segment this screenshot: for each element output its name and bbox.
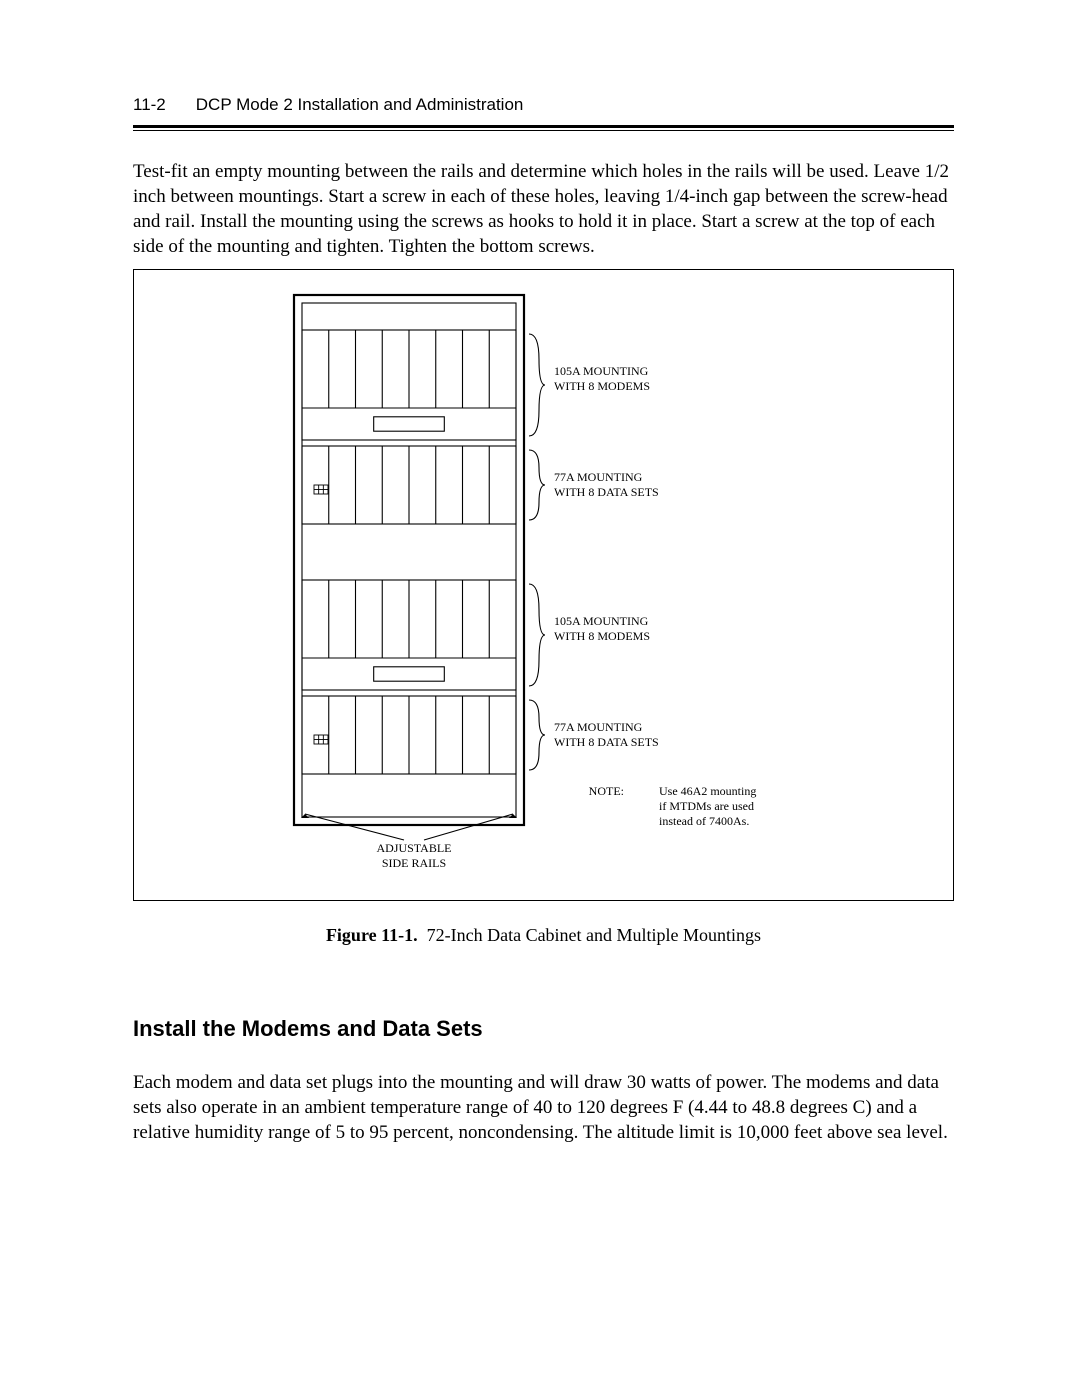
svg-text:105A MOUNTING: 105A MOUNTING [554,364,649,378]
svg-text:105A MOUNTING: 105A MOUNTING [554,614,649,628]
svg-text:NOTE:: NOTE: [588,784,623,798]
figure-caption-text: 72-Inch Data Cabinet and Multiple Mounti… [427,925,761,945]
running-header: 11-2 DCP Mode 2 Installation and Adminis… [133,95,954,115]
intro-paragraph: Test-fit an empty mounting between the r… [133,159,954,259]
svg-text:WITH 8 DATA SETS: WITH 8 DATA SETS [554,735,659,749]
figure-frame: 105A MOUNTINGWITH 8 MODEMS77A MOUNTINGWI… [133,269,954,901]
svg-text:SIDE RAILS: SIDE RAILS [381,856,445,870]
svg-text:77A MOUNTING: 77A MOUNTING [554,470,643,484]
figure-caption-prefix: Figure 11-1. [326,925,418,945]
svg-text:if MTDMs are used: if MTDMs are used [659,799,754,813]
svg-text:77A MOUNTING: 77A MOUNTING [554,720,643,734]
svg-text:WITH 8 MODEMS: WITH 8 MODEMS [554,379,650,393]
header-rule [133,125,954,131]
header-title: DCP Mode 2 Installation and Administrati… [196,95,524,115]
svg-text:ADJUSTABLE: ADJUSTABLE [376,841,451,855]
page-number: 11-2 [133,95,166,115]
figure-caption: Figure 11-1. 72-Inch Data Cabinet and Mu… [133,925,954,946]
svg-text:WITH 8 DATA SETS: WITH 8 DATA SETS [554,485,659,499]
section-title: Install the Modems and Data Sets [133,1016,954,1042]
cabinet-diagram: 105A MOUNTINGWITH 8 MODEMS77A MOUNTINGWI… [194,290,894,880]
svg-text:WITH 8 MODEMS: WITH 8 MODEMS [554,629,650,643]
section-body: Each modem and data set plugs into the m… [133,1070,954,1145]
svg-text:instead of 7400As.: instead of 7400As. [659,814,749,828]
svg-text:Use 46A2 mounting: Use 46A2 mounting [659,784,756,798]
